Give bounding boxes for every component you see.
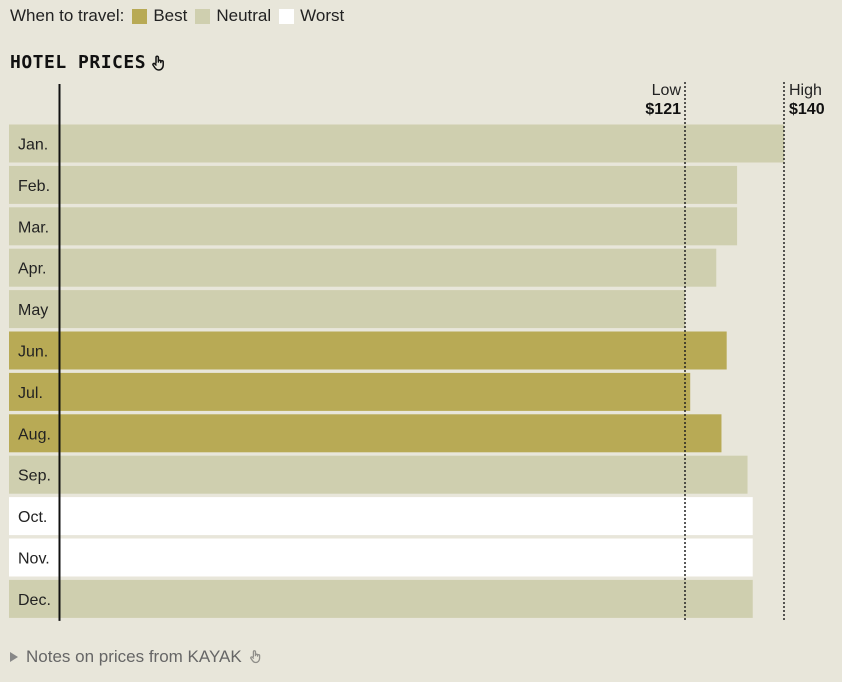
legend-item-best: Best bbox=[132, 6, 187, 26]
bar-label: Jun. bbox=[18, 344, 48, 361]
bar-label: Apr. bbox=[18, 261, 46, 278]
reference-value-high: $140 bbox=[789, 101, 825, 118]
hand-pointer-icon[interactable] bbox=[152, 55, 166, 71]
bar-jul[interactable] bbox=[9, 372, 691, 411]
bar-label: Sep. bbox=[18, 468, 51, 485]
reference-label-high: High bbox=[789, 82, 822, 99]
bar-label: Jul. bbox=[18, 385, 43, 402]
bar-aug[interactable] bbox=[9, 414, 722, 453]
legend-swatch-worst bbox=[279, 8, 295, 24]
bar-mar[interactable] bbox=[9, 207, 738, 246]
chart-title-row: HOTEL PRICES bbox=[10, 52, 166, 73]
bar-dec[interactable] bbox=[9, 579, 753, 618]
bar-oct[interactable] bbox=[9, 497, 753, 536]
legend-swatch-best bbox=[132, 8, 148, 24]
bar-sep[interactable] bbox=[9, 455, 748, 494]
notes-toggle[interactable]: Notes on prices from KAYAK bbox=[10, 647, 264, 667]
bar-label: Oct. bbox=[18, 509, 47, 526]
bar-feb[interactable] bbox=[9, 165, 738, 204]
hotel-prices-chart: Jan. Feb. Mar. Apr. May Jun. Jul. Aug. Sep. Oct. N… bbox=[9, 82, 825, 621]
legend-item-label: Best bbox=[153, 6, 188, 25]
bar-may[interactable] bbox=[9, 290, 685, 329]
legend-item-neutral: Neutral bbox=[195, 6, 271, 26]
hand-pointer-icon bbox=[249, 649, 264, 665]
bar-label: Nov. bbox=[18, 551, 50, 568]
bar-label: Dec. bbox=[18, 592, 51, 609]
bar-label: Mar. bbox=[18, 219, 49, 236]
legend-item-label: Neutral bbox=[216, 6, 272, 25]
legend: When to travel: Best Neutral Worst bbox=[10, 5, 344, 27]
notes-label: Notes on prices from KAYAK bbox=[26, 647, 242, 666]
bar-label: May bbox=[18, 302, 48, 319]
reference-label-low: Low bbox=[652, 82, 682, 99]
legend-label: When to travel: bbox=[10, 6, 125, 25]
reference-value-low: $121 bbox=[645, 101, 681, 118]
legend-swatch-neutral bbox=[195, 8, 211, 24]
disclosure-triangle-icon bbox=[10, 652, 18, 662]
bar-label: Feb. bbox=[18, 178, 50, 195]
bar-label: Aug. bbox=[18, 426, 51, 443]
legend-item-worst: Worst bbox=[279, 6, 344, 26]
bar-apr[interactable] bbox=[9, 248, 717, 287]
legend-item-label: Worst bbox=[300, 6, 345, 25]
bar-jun[interactable] bbox=[9, 331, 727, 370]
chart-title: HOTEL PRICES bbox=[10, 52, 147, 73]
bar-jan[interactable] bbox=[9, 124, 784, 163]
bar-label: Jan. bbox=[18, 137, 48, 154]
bar-nov[interactable] bbox=[9, 538, 753, 577]
